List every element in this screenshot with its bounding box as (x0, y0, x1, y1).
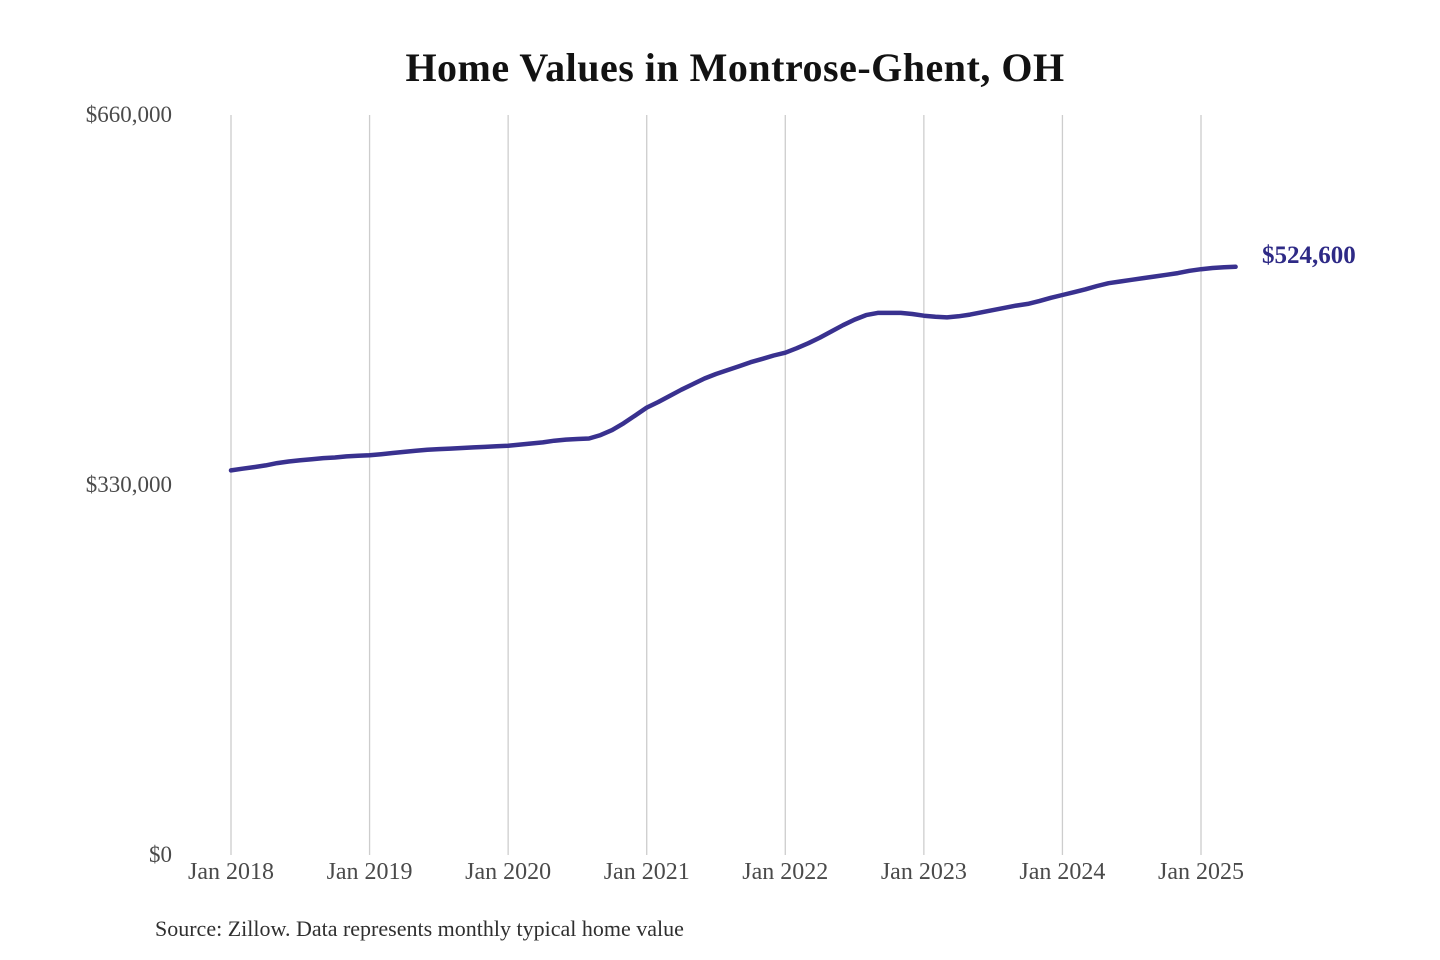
home-value-line-series (228, 264, 1238, 473)
x-tick-label: Jan 2019 (326, 859, 413, 885)
y-tick-label: $330,000 (85, 472, 172, 497)
x-tick-label: Jan 2024 (1019, 859, 1106, 885)
x-tick-label: Jan 2022 (742, 859, 829, 885)
source-note: Source: Zillow. Data represents monthly … (155, 916, 684, 941)
vertical-gridlines (230, 115, 1202, 855)
x-tick-label: Jan 2018 (188, 859, 274, 885)
x-tick-label: Jan 2023 (880, 859, 967, 885)
chart-title: Home Values in Montrose-Ghent, OH (405, 45, 1065, 90)
x-tick-label: Jan 2025 (1158, 859, 1244, 885)
current-value-label: $524,600 (1262, 242, 1356, 269)
y-tick-label: $660,000 (85, 102, 172, 127)
x-tick-label: Jan 2021 (603, 859, 690, 885)
y-tick-label: $0 (149, 842, 172, 867)
x-tick-label: Jan 2020 (465, 859, 552, 885)
